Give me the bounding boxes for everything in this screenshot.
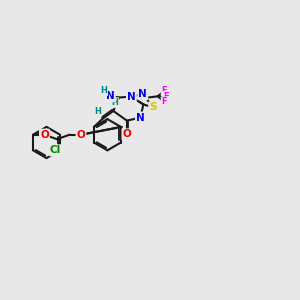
Text: F: F <box>162 97 167 106</box>
Text: F: F <box>164 92 169 101</box>
Text: H: H <box>100 86 107 95</box>
Text: S: S <box>149 102 157 112</box>
Text: N: N <box>136 112 145 123</box>
Text: O: O <box>122 129 131 140</box>
Text: N: N <box>127 92 136 102</box>
Text: H: H <box>111 98 118 107</box>
Text: H: H <box>94 107 101 116</box>
Text: N: N <box>106 91 115 101</box>
Text: Cl: Cl <box>50 145 61 155</box>
Text: O: O <box>40 130 49 140</box>
Text: F: F <box>162 86 167 95</box>
Text: N: N <box>138 89 147 99</box>
Text: O: O <box>76 130 85 140</box>
